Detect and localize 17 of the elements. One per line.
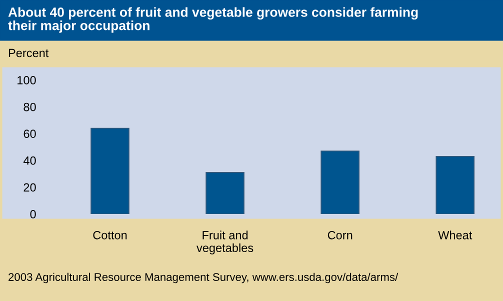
x-tick-label: Cotton bbox=[93, 230, 127, 240]
y-tick-label: 0 bbox=[30, 210, 36, 218]
bar bbox=[206, 172, 244, 214]
y-tick-label: 40 bbox=[23, 156, 36, 165]
chart-title: About 40 percent of fruit and vegetable growers consider farming their major occupation bbox=[8, 7, 418, 33]
y-tick-label: 60 bbox=[24, 130, 36, 138]
bar bbox=[90, 128, 130, 214]
bar bbox=[436, 156, 475, 214]
y-tick-label: 20 bbox=[24, 183, 36, 192]
y-axis-title: Percent bbox=[8, 48, 49, 58]
x-tick-label: Fruit and vegetables bbox=[196, 230, 254, 254]
y-tick-label: 80 bbox=[24, 102, 36, 112]
x-tick-label: Wheat bbox=[438, 230, 472, 240]
text: 2003 Agricultural Resource Management Survey, www.ers.usda.gov/data/arms/ bbox=[8, 272, 398, 284]
bar bbox=[320, 150, 360, 214]
x-tick-label: Corn bbox=[328, 230, 352, 240]
y-tick-label: 100 bbox=[18, 76, 36, 84]
